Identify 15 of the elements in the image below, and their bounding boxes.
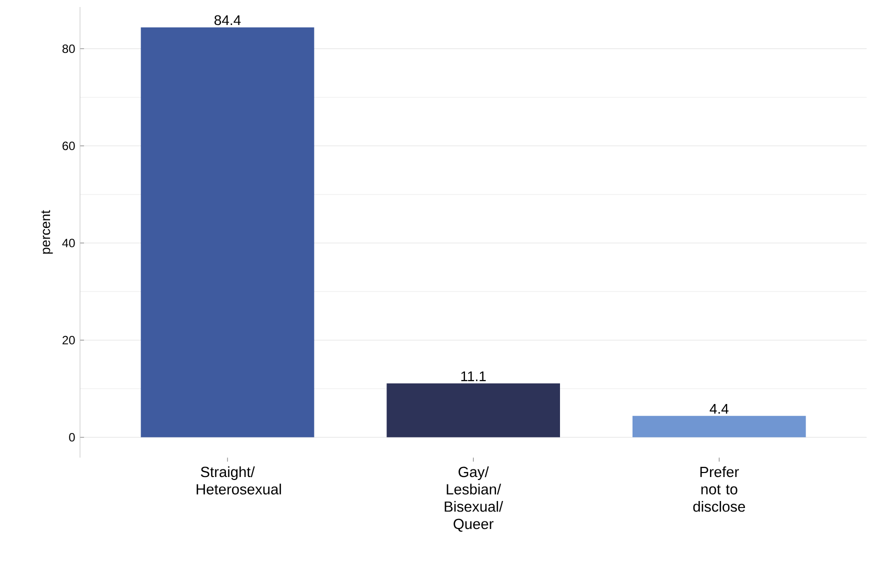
data-label: 11.1: [461, 371, 486, 382]
bar: [386, 383, 560, 438]
bar: [632, 416, 806, 438]
y-axis-title: percent: [41, 210, 53, 254]
y-tick-label: 80: [62, 44, 75, 54]
y-tick-label: 60: [62, 142, 75, 150]
bar: [140, 27, 314, 438]
data-label: 84.4: [214, 15, 241, 26]
x-tick-label: Prefer not to disclose: [693, 466, 745, 512]
x-tick-label: Gay/ Lesbian/ Bisexual/ Queer: [444, 466, 504, 532]
y-tick-label: 20: [62, 336, 75, 344]
y-tick-label: 0: [69, 433, 75, 442]
y-tick-label: 40: [62, 238, 75, 248]
data-label: 4.4: [710, 404, 728, 414]
x-tick-label: Straight/ Heterosexual: [196, 466, 281, 494]
